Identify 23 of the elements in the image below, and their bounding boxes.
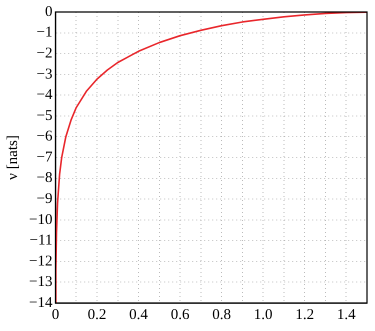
- y-tick-label: −3: [36, 66, 52, 82]
- y-tick-label: −5: [36, 108, 52, 124]
- y-tick-label: −12: [28, 253, 52, 270]
- y-tick-label: −6: [36, 128, 53, 145]
- x-tick-label: 0.8: [212, 306, 231, 323]
- y-tick-label: −13: [28, 274, 52, 290]
- y-tick-label: −10: [28, 212, 52, 228]
- y-tick-label: −2: [36, 46, 52, 62]
- y-tick-label: −7: [36, 149, 53, 166]
- x-tick-label: 1.4: [336, 306, 356, 323]
- y-tick-label: −8: [36, 170, 52, 186]
- y-tick-label: −4: [36, 87, 53, 104]
- y-tick-label: −1: [36, 24, 52, 41]
- y-axis-title: ν [nats]: [4, 135, 21, 180]
- y-tick-label: −11: [30, 232, 52, 249]
- x-tick-label: 1.0: [254, 306, 273, 323]
- y-tick-label: −9: [36, 191, 52, 208]
- y-tick-label: −14: [28, 294, 53, 311]
- x-tick-label: 1.2: [295, 306, 314, 323]
- x-tick-label: 0.2: [88, 306, 106, 323]
- y-tick-label: 0: [44, 4, 52, 20]
- x-tick-label: 0.6: [170, 306, 190, 323]
- x-tick-label: 0.4: [129, 306, 148, 323]
